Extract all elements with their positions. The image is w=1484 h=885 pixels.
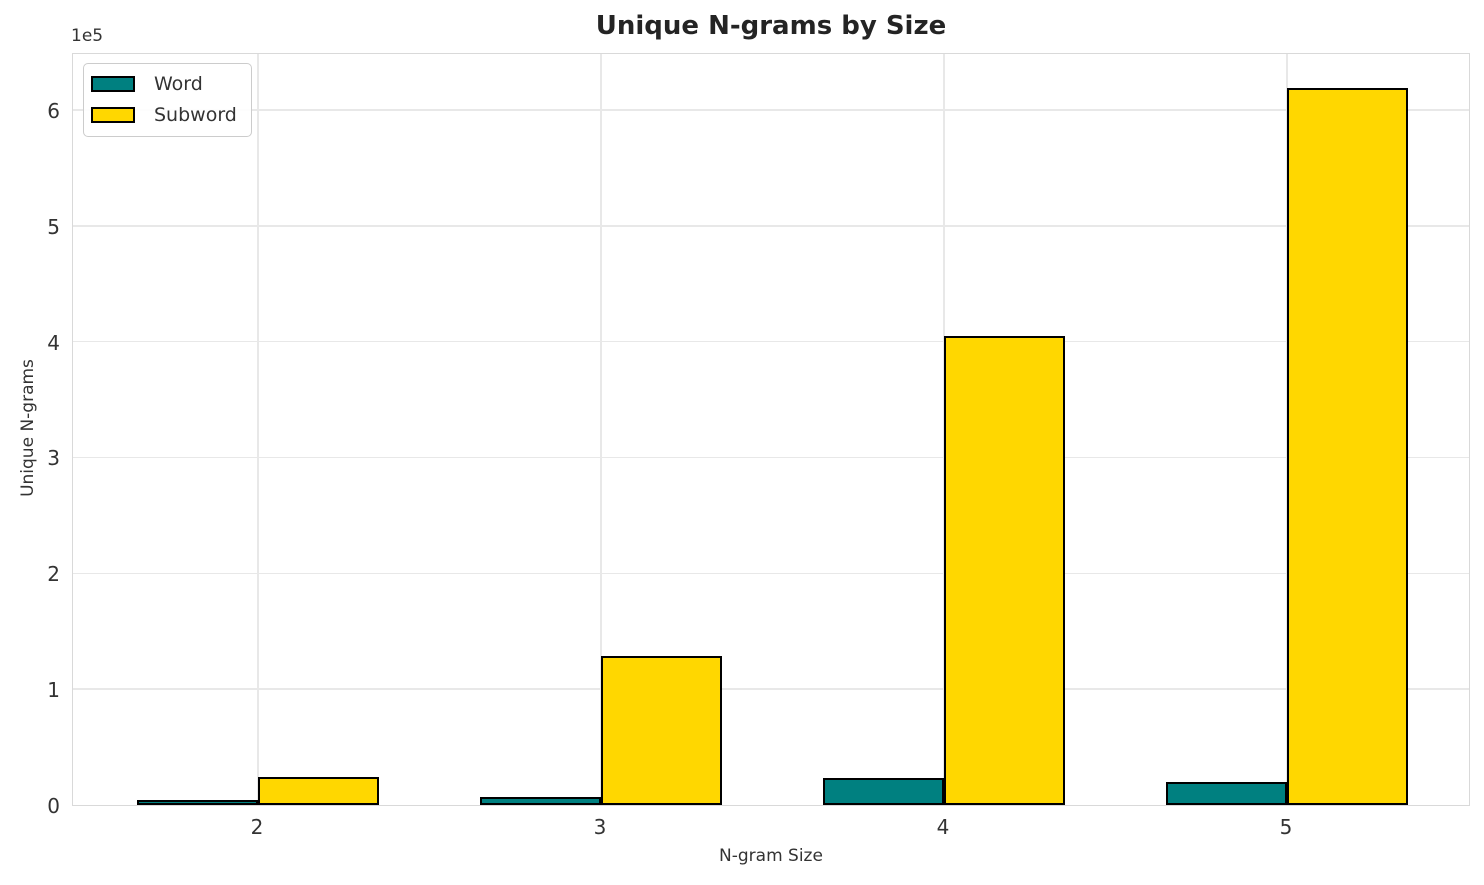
- x-axis-label: N-gram Size: [719, 846, 823, 866]
- legend-swatch-word: [91, 76, 135, 92]
- legend: Word Subword: [83, 63, 252, 137]
- x-tick-label: 3: [593, 815, 607, 839]
- gridline-vertical: [257, 54, 259, 805]
- legend-label: Word: [154, 73, 203, 95]
- gridline-horizontal: [73, 109, 1469, 111]
- legend-swatch-subword: [91, 107, 135, 123]
- gridline-horizontal: [73, 456, 1469, 459]
- y-tick-label: 3: [47, 446, 60, 471]
- bar-subword-ngram-5: [1287, 87, 1408, 805]
- x-tick-label: 2: [250, 815, 264, 839]
- bar-subword-ngram-4: [944, 335, 1065, 805]
- y-tick-label: 5: [47, 214, 60, 239]
- gridline-horizontal: [73, 688, 1469, 690]
- y-tick-label: 0: [47, 794, 60, 818]
- gridline-horizontal: [73, 340, 1469, 343]
- bar-word-ngram-5: [1166, 781, 1287, 805]
- legend-item-subword: Subword: [91, 104, 237, 126]
- legend-item-word: Word: [91, 73, 237, 95]
- plot-area: Word Subword: [72, 53, 1470, 806]
- bar-subword-ngram-3: [601, 655, 722, 805]
- x-tick-label: 4: [936, 815, 950, 839]
- bar-word-ngram-3: [480, 796, 601, 805]
- bar-word-ngram-2: [137, 799, 258, 805]
- chart-title: Unique N-grams by Size: [595, 11, 947, 41]
- bar-subword-ngram-2: [258, 777, 379, 805]
- y-axis-label: Unique N-grams: [18, 359, 38, 497]
- gridline-vertical: [600, 54, 602, 805]
- gridline-horizontal: [73, 225, 1469, 227]
- legend-label: Subword: [154, 104, 237, 126]
- gridline-horizontal: [73, 572, 1469, 575]
- y-tick-label: 4: [47, 330, 60, 355]
- y-tick-label: 1: [47, 678, 60, 703]
- y-tick-label: 6: [47, 98, 60, 123]
- y-axis-offset-label: 1e5: [71, 26, 104, 46]
- x-tick-label: 5: [1279, 815, 1293, 839]
- bar-word-ngram-4: [823, 778, 944, 805]
- y-tick-label: 2: [47, 562, 60, 587]
